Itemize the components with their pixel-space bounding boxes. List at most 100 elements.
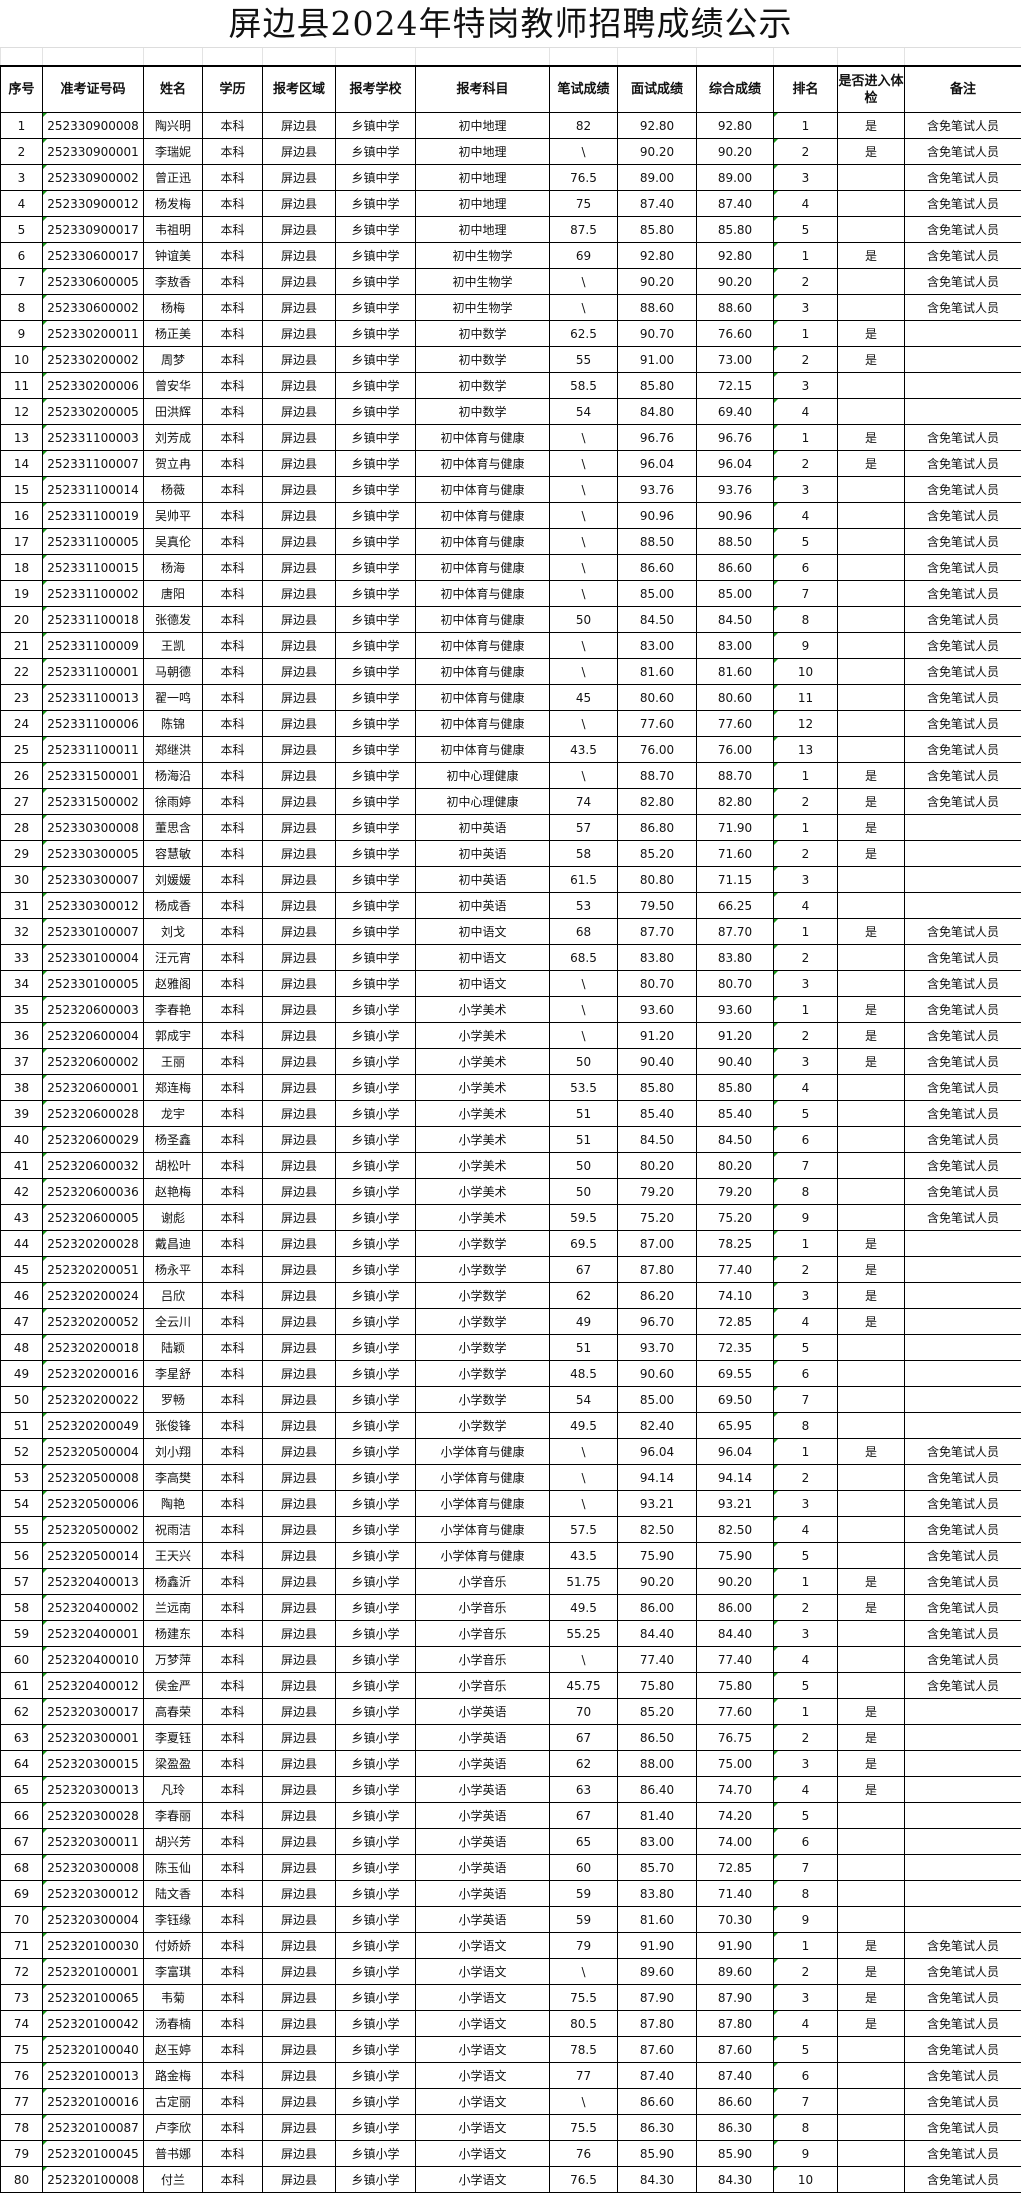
cell-rank: 8	[774, 1413, 838, 1439]
cell-rank: 2	[774, 1257, 838, 1283]
cell-exam-id: 252320400002	[43, 1595, 144, 1621]
cell-school: 乡镇小学	[336, 1465, 416, 1491]
cell-subject: 初中地理	[416, 139, 550, 165]
cell-name: 高春荣	[144, 1699, 203, 1725]
cell-rank: 4	[774, 1517, 838, 1543]
cell-total-score: 96.04	[697, 1439, 774, 1465]
cell-rank: 9	[774, 633, 838, 659]
cell-exam-id: 252320300017	[43, 1699, 144, 1725]
cell-remark	[905, 1751, 1021, 1777]
cell-rank: 4	[774, 1309, 838, 1335]
cell-name: 杨正美	[144, 321, 203, 347]
cell-total-score: 86.00	[697, 1595, 774, 1621]
cell-name: 陶艳	[144, 1491, 203, 1517]
cell-physical-exam	[838, 1413, 905, 1439]
cell-physical-exam	[838, 893, 905, 919]
cell-remark: 含免笔试人员	[905, 997, 1021, 1023]
cell-subject: 小学美术	[416, 997, 550, 1023]
cell-physical-exam	[838, 2115, 905, 2141]
cell-subject: 小学数学	[416, 1309, 550, 1335]
cell-total-score: 89.60	[697, 1959, 774, 1985]
cell-area: 屏边县	[263, 113, 336, 139]
cell-interview-score: 85.80	[618, 217, 697, 243]
cell-school: 乡镇小学	[336, 1985, 416, 2011]
cell-written-score: \	[550, 763, 618, 789]
cell-written-score: 77	[550, 2063, 618, 2089]
cell-education: 本科	[203, 1569, 263, 1595]
cell-written-score: 75.5	[550, 2115, 618, 2141]
cell-remark	[905, 1881, 1021, 1907]
cell-education: 本科	[203, 191, 263, 217]
cell-rank: 3	[774, 373, 838, 399]
cell-remark	[905, 867, 1021, 893]
cell-interview-score: 80.70	[618, 971, 697, 997]
cell-exam-id: 252320400010	[43, 1647, 144, 1673]
cell-subject: 初中数学	[416, 347, 550, 373]
cell-rank: 1	[774, 1439, 838, 1465]
cell-rank: 5	[774, 2037, 838, 2063]
cell-interview-score: 86.30	[618, 2115, 697, 2141]
cell-school: 乡镇小学	[336, 1075, 416, 1101]
cell-written-score: 45	[550, 685, 618, 711]
cell-subject: 小学美术	[416, 1153, 550, 1179]
cell-rank: 7	[774, 1855, 838, 1881]
cell-area: 屏边县	[263, 1309, 336, 1335]
cell-rank: 12	[774, 711, 838, 737]
cell-subject: 小学英语	[416, 1855, 550, 1881]
cell-rank: 2	[774, 269, 838, 295]
cell-education: 本科	[203, 1673, 263, 1699]
cell-rank: 3	[774, 477, 838, 503]
cell-school: 乡镇中学	[336, 451, 416, 477]
cell-area: 屏边县	[263, 1127, 336, 1153]
cell-total-score: 76.75	[697, 1725, 774, 1751]
cell-exam-id: 252330900017	[43, 217, 144, 243]
cell-physical-exam	[838, 867, 905, 893]
cell-seq: 14	[1, 451, 43, 477]
cell-written-score: \	[550, 451, 618, 477]
cell-subject: 小学数学	[416, 1231, 550, 1257]
cell-school: 乡镇中学	[336, 139, 416, 165]
cell-name: 徐雨婷	[144, 789, 203, 815]
cell-education: 本科	[203, 1855, 263, 1881]
page-title: 屏边县2024年特岗教师招聘成绩公示	[0, 0, 1021, 48]
cell-interview-score: 80.20	[618, 1153, 697, 1179]
cell-education: 本科	[203, 1309, 263, 1335]
cell-school: 乡镇小学	[336, 1907, 416, 1933]
cell-physical-exam	[838, 1855, 905, 1881]
cell-name: 万梦萍	[144, 1647, 203, 1673]
cell-rank: 5	[774, 1101, 838, 1127]
cell-interview-score: 90.60	[618, 1361, 697, 1387]
cell-total-score: 91.20	[697, 1023, 774, 1049]
cell-education: 本科	[203, 1387, 263, 1413]
cell-area: 屏边县	[263, 295, 336, 321]
cell-exam-id: 252320200022	[43, 1387, 144, 1413]
cell-rank: 9	[774, 1907, 838, 1933]
cell-written-score: 43.5	[550, 737, 618, 763]
cell-area: 屏边县	[263, 1179, 336, 1205]
cell-school: 乡镇小学	[336, 1413, 416, 1439]
cell-name: 郑继洪	[144, 737, 203, 763]
cell-interview-score: 85.70	[618, 1855, 697, 1881]
cell-written-score: 82	[550, 113, 618, 139]
cell-interview-score: 83.80	[618, 1881, 697, 1907]
cell-subject: 初中语文	[416, 971, 550, 997]
cell-remark: 含免笔试人员	[905, 1439, 1021, 1465]
cell-name: 杨海	[144, 555, 203, 581]
cell-name: 龙宇	[144, 1101, 203, 1127]
cell-rank: 3	[774, 1049, 838, 1075]
cell-name: 张德发	[144, 607, 203, 633]
cell-education: 本科	[203, 1075, 263, 1101]
cell-exam-id: 252330900012	[43, 191, 144, 217]
cell-remark	[905, 1387, 1021, 1413]
cell-remark	[905, 321, 1021, 347]
cell-area: 屏边县	[263, 1569, 336, 1595]
cell-exam-id: 252320500014	[43, 1543, 144, 1569]
cell-subject: 小学音乐	[416, 1569, 550, 1595]
cell-total-score: 75.90	[697, 1543, 774, 1569]
cell-name: 李敖香	[144, 269, 203, 295]
